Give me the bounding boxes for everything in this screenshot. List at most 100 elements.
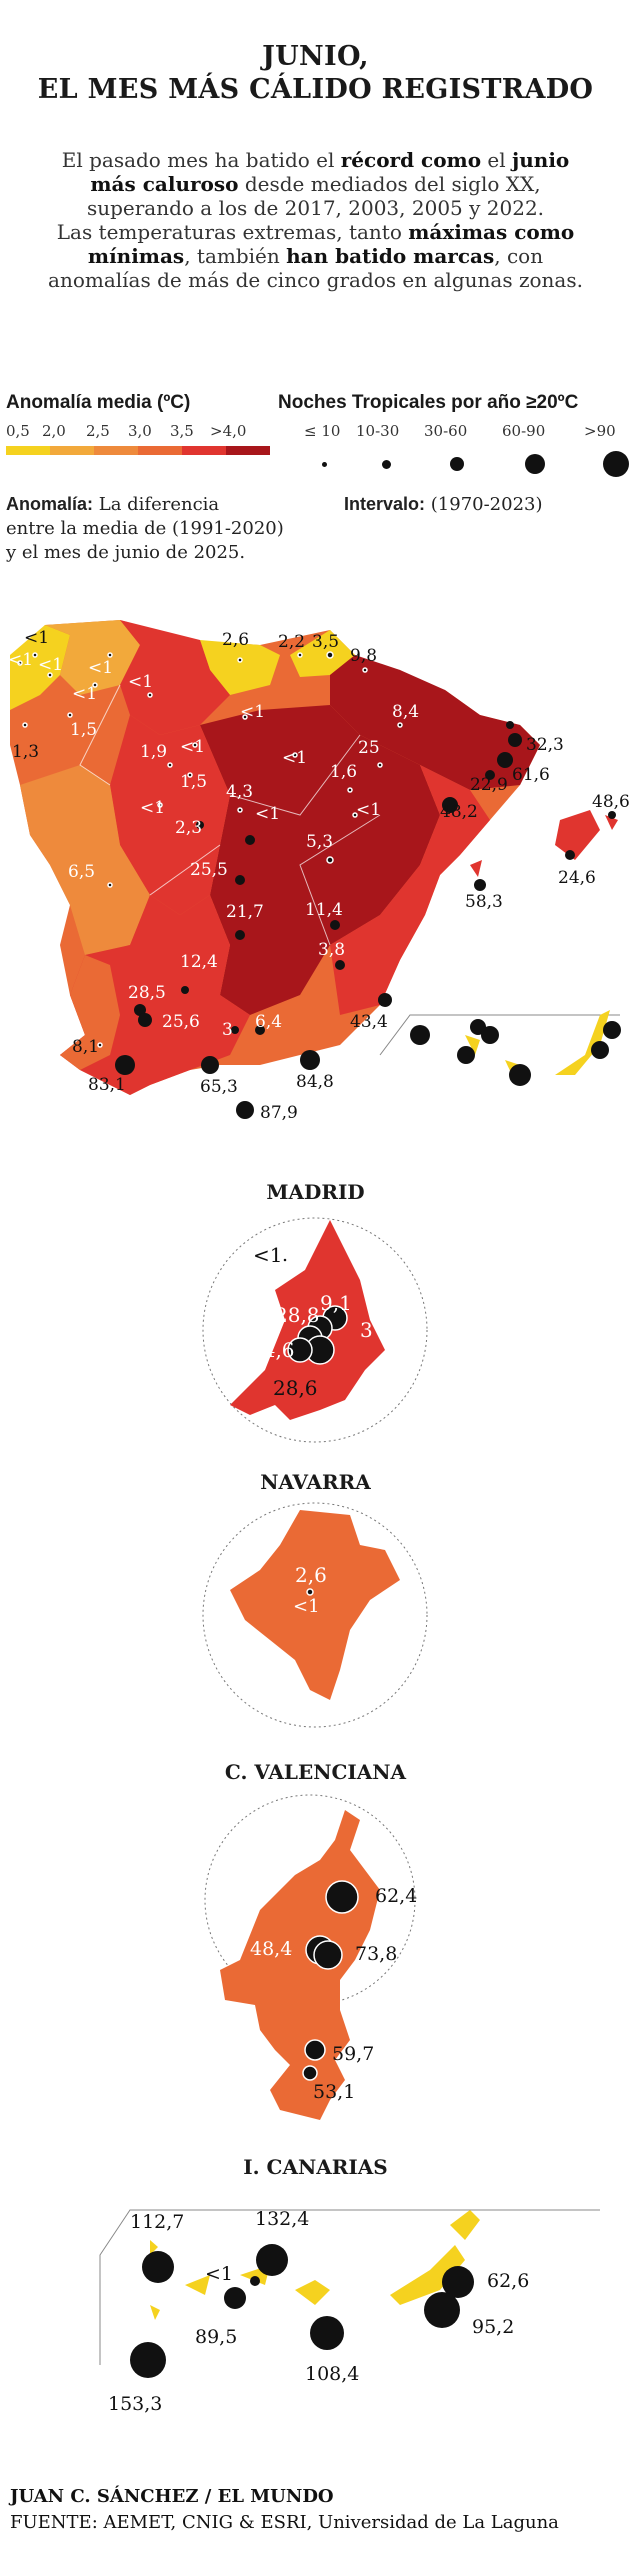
legend-anomaly-label: >4,0 [210, 422, 247, 440]
value-label: 108,4 [305, 2363, 359, 2385]
value-label: 32,3 [526, 735, 564, 755]
nights-dot [335, 960, 345, 970]
nights-dot [255, 1025, 265, 1035]
centre-hot-region [200, 705, 440, 1015]
legend-anomaly-label: 2,5 [86, 422, 110, 440]
value-label: 43,4 [350, 1012, 388, 1032]
value-label: 2,6 [295, 1563, 327, 1587]
value-label: 2,2 [278, 632, 305, 652]
balearic-islet [605, 815, 618, 830]
centre-red-region [110, 715, 230, 915]
spain-nights-dots [17, 651, 621, 1119]
nights-dot [300, 1050, 320, 1070]
nights-dot [506, 721, 514, 729]
madrid-title: MADRID [266, 1180, 365, 1204]
intro-line: anomalías de más de cinco grados en algu… [48, 268, 583, 292]
nights-dot [508, 733, 522, 747]
value-label: 89,5 [195, 2326, 237, 2348]
value-label: 5,3 [306, 832, 333, 852]
nights-dot [304, 2039, 326, 2061]
hierro [150, 2305, 160, 2320]
value-label: 1,5 [70, 720, 97, 740]
nights-dot [192, 742, 198, 748]
value-label: 21,7 [226, 902, 264, 922]
canarias-labels: 112,7 132,4 <1 89,5 153,3 108,4 62,6 95,2 [108, 2208, 529, 2415]
navarra-frame [202, 1502, 428, 1728]
fuerteventura [390, 2245, 465, 2305]
legend-dot-medium-small [382, 460, 391, 469]
nights-dot [497, 752, 513, 768]
nights-dot [67, 712, 73, 718]
value-label: <1 [72, 684, 97, 704]
nights-dot [147, 692, 153, 698]
navarra-region [230, 1510, 400, 1700]
legend-interval: Intervalo: (1970-2023) [344, 492, 543, 517]
nights-dot [187, 772, 193, 778]
spain-map: <1<1 <11,31,5<1<12,6 2,2 3,59,8<1<1 8,4 3,832… [8, 620, 630, 1123]
value-label: 2,6 [222, 630, 249, 650]
value-label: 1,9 [140, 742, 167, 762]
madrid-dots [282, 1257, 348, 1365]
value-label: 61,6 [512, 765, 550, 785]
value-label: 62,6 [487, 2270, 529, 2292]
legend-anomaly-swatch [50, 446, 94, 455]
value-label: 3 [222, 1020, 233, 1040]
value-label: 25,6 [162, 1012, 200, 1032]
nights-dot [565, 850, 575, 860]
nights-dot [302, 2065, 318, 2081]
value-label: 65,3 [200, 1077, 238, 1097]
nights-dot [352, 812, 358, 818]
nights-dot [22, 722, 28, 728]
value-label: 3,8 [506, 702, 533, 722]
legend-nights-title: Noches Tropicales por año ≥20ºC [278, 392, 579, 413]
value-label: 83,1 [88, 1075, 126, 1095]
southwest-region [60, 955, 120, 1070]
canarias-frame [99, 2209, 600, 2365]
value-label: 9,1 [320, 1291, 352, 1315]
value-label: 59,7 [332, 2043, 374, 2065]
nights-dot [181, 986, 189, 994]
value-label: 48,6 [592, 792, 630, 812]
value-label: 2,3 [175, 818, 202, 838]
intro-bold: máximas como [408, 220, 575, 244]
nights-dot [347, 787, 353, 793]
navarra-labels: 2,6<1 [293, 1563, 327, 1617]
legend-anomaly-swatch [226, 446, 270, 455]
value-label: <1 [255, 804, 280, 824]
legend-anomaly-label: 2,0 [42, 422, 66, 440]
canarias-title: I. CANARIAS [243, 2155, 388, 2179]
legend-anomaly-label: 3,5 [170, 422, 194, 440]
nights-dot [292, 752, 298, 758]
nights-dot [97, 1042, 103, 1048]
nights-dot [130, 2342, 166, 2378]
legend-nights-label: 60-90 [502, 422, 546, 440]
nights-dot [313, 1940, 343, 1970]
value-label: 84,8 [296, 1072, 334, 1092]
value-label: 11,4 [305, 900, 343, 920]
nights-dot [92, 682, 98, 688]
interval-value: (1970-2023) [430, 494, 543, 515]
nights-dot [410, 1025, 430, 1045]
canarias-inset-island [555, 1010, 610, 1075]
value-label: 62,4 [375, 1885, 417, 1907]
nights-dot [485, 770, 495, 780]
legend-nights-scale: ≤ 10 10-30 30-60 60-90 >90 [300, 422, 630, 482]
intro-bold: más caluroso [90, 172, 239, 196]
nights-dot [142, 2251, 174, 2283]
nights-dot [231, 1026, 239, 1034]
nights-dot [17, 660, 23, 666]
value-label: <1 [128, 672, 153, 692]
northeast-hot-region [330, 655, 540, 790]
value-label: 112,7 [130, 2211, 184, 2233]
nights-dot [325, 1880, 359, 1914]
value-label: 53,1 [313, 2081, 355, 2103]
nights-dot [196, 821, 204, 829]
region-borders [79, 684, 381, 946]
navarra-dots [306, 1588, 314, 1596]
legend-nights-label: >90 [584, 422, 616, 440]
nights-dot [306, 1588, 314, 1596]
value-label: <1 [293, 1596, 320, 1617]
nights-dot [362, 667, 368, 673]
west-region [20, 765, 150, 955]
intro-text-span: , también [184, 244, 287, 268]
